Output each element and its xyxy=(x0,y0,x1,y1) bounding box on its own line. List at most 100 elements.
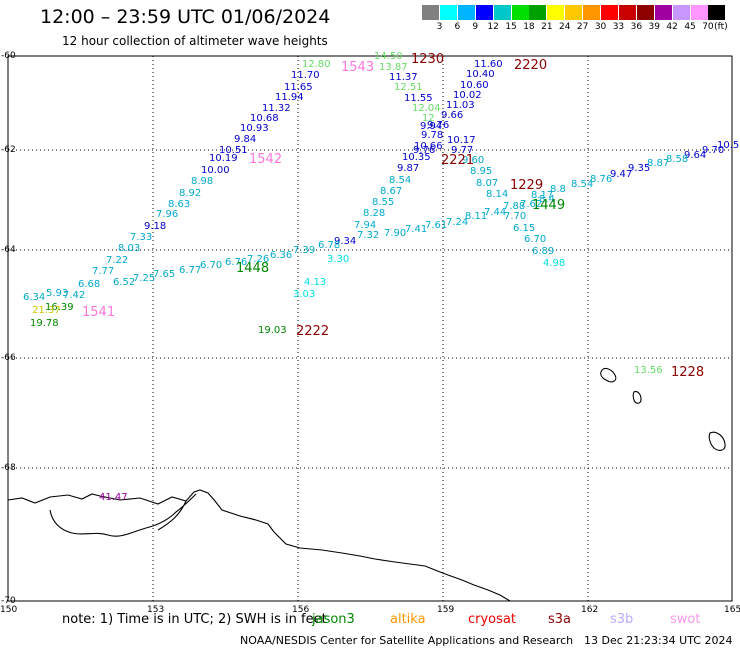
footer-note: note: 1) Time is in UTC; 2) SWH is in fe… xyxy=(62,612,327,627)
wave-height-value: 8.07 xyxy=(476,178,498,189)
credit-line: NOAA/NESDIS Center for Satellite Applica… xyxy=(240,634,574,647)
wave-height-value: 8.76 xyxy=(590,174,612,185)
wave-height-value: 11.65 xyxy=(284,82,313,93)
legend-swatch xyxy=(690,5,708,20)
wave-height-value: 19.03 xyxy=(258,325,287,336)
wave-height-value: 11.32 xyxy=(262,103,291,114)
map-title: 12:00 – 23:59 UTC 01/06/2024 xyxy=(40,6,331,28)
pass-time-label: 1542 xyxy=(249,152,282,167)
wave-height-value: 8.14 xyxy=(486,189,508,200)
wave-height-value: 7.24 xyxy=(446,217,468,228)
legend-label: 21 xyxy=(541,22,553,32)
legend-swatch xyxy=(547,5,565,20)
pass-time-label: 1229 xyxy=(510,178,543,193)
latitude-label: -68 xyxy=(1,463,16,473)
wave-height-value: 12.80 xyxy=(302,59,331,70)
legend-swatch xyxy=(583,5,601,20)
satellite-cryosat: cryosat xyxy=(468,612,516,627)
island-balleny-2 xyxy=(632,390,642,404)
legend-label: 70 xyxy=(702,22,714,32)
wave-height-value: 8.03 xyxy=(118,243,140,254)
pass-time-label: 1448 xyxy=(236,261,269,276)
legend-label: 6 xyxy=(454,22,461,32)
wave-height-value: 9.70 xyxy=(702,145,724,156)
latitude-label: -70 xyxy=(1,596,16,606)
wave-height-value: 6.36 xyxy=(270,250,292,261)
legend-swatch xyxy=(475,5,493,20)
wave-height-value: 7.77 xyxy=(92,266,114,277)
wave-height-value: 11.70 xyxy=(291,70,320,81)
wave-height-value: 10.93 xyxy=(240,123,269,134)
wave-height-value: 10.17 xyxy=(447,135,476,146)
wave-height-value: 9.60 xyxy=(462,155,484,166)
wave-height-value: 3.03 xyxy=(293,289,315,300)
latitude-label: -60 xyxy=(1,51,16,61)
longitude-label: 165 xyxy=(724,605,740,615)
legend-label: 36 xyxy=(630,22,643,32)
wave-height-value: 7.39 xyxy=(293,245,315,256)
legend-label: 27 xyxy=(576,22,589,32)
wave-height-value: 7.88 xyxy=(503,201,525,212)
pass-time-label: 1230 xyxy=(411,52,444,67)
timestamp: 13 Dec 21:23:34 UTC 2024 xyxy=(584,634,733,647)
wave-height-value: 7.26 xyxy=(247,254,269,265)
wave-height-value: 9.34 xyxy=(334,236,356,247)
legend-label: 39 xyxy=(648,22,660,32)
wave-height-value: 8.55 xyxy=(372,197,394,208)
wave-height-value: 7.41 xyxy=(405,224,427,235)
legend-label: 45 xyxy=(684,22,696,32)
wave-height-value: 21.37 xyxy=(32,305,61,316)
legend-swatch xyxy=(422,5,439,20)
wave-height-value: 9.76 xyxy=(427,120,449,131)
wave-readings: 10.59.709.648.588.879.359.478.768.548.88… xyxy=(23,51,739,503)
wave-height-value: 9.87 xyxy=(397,163,419,174)
legend-swatch xyxy=(654,5,672,20)
legend-swatch xyxy=(636,5,654,20)
legend-swatch xyxy=(493,5,511,20)
wave-height-value: 7.70 xyxy=(504,211,526,222)
wave-height-value: 6.34 xyxy=(23,292,45,303)
wave-height-value: 10.60 xyxy=(460,80,489,91)
legend-swatch xyxy=(565,5,583,20)
pass-time-label: 1543 xyxy=(341,60,374,75)
legend-label: 24 xyxy=(559,22,571,32)
wave-height-value: 7.90 xyxy=(384,228,406,239)
satellite-swot: swot xyxy=(670,612,701,627)
pass-time-label: 1541 xyxy=(82,305,115,320)
pass-time-label: 2222 xyxy=(296,324,329,339)
legend-label: 9 xyxy=(472,22,479,32)
legend-swatch xyxy=(511,5,529,20)
wave-height-value: 41.47 xyxy=(99,492,128,503)
wave-height-value: 9.18 xyxy=(144,221,166,232)
map-subtitle: 12 hour collection of altimeter wave hei… xyxy=(62,34,328,48)
wave-height-value: 7.42 xyxy=(63,290,85,301)
island-balleny-3 xyxy=(708,431,726,451)
wave-height-value: 11.60 xyxy=(474,59,503,70)
wave-height-value: 9.77 xyxy=(451,145,473,156)
lat-lon-grid xyxy=(8,56,732,601)
wave-height-value: 6.15 xyxy=(513,223,535,234)
wave-height-value: 11.03 xyxy=(446,100,475,111)
legend-swatch xyxy=(457,5,475,20)
latitude-label: -64 xyxy=(1,245,16,255)
legend-swatch xyxy=(672,5,690,20)
wave-height-value: 12 xyxy=(422,113,435,124)
wave-height-value: 7.32 xyxy=(357,230,379,241)
coastline-ice-shelf xyxy=(49,493,197,537)
wave-height-value: 10.00 xyxy=(201,165,230,176)
wave-height-value: 6.89 xyxy=(532,246,554,257)
wave-height-value: 9.78 xyxy=(421,130,443,141)
longitude-label: 162 xyxy=(581,605,599,615)
wave-height-value: 6.78 xyxy=(318,240,340,251)
wave-height-value: 8.63 xyxy=(168,199,190,210)
pass-times: 1230 2220 1543 1542 2221 1229 1449 1448 1541 2222… xyxy=(82,52,704,380)
wave-height-value: 9.76 xyxy=(413,145,435,156)
pass-time-label: 1228 xyxy=(671,365,704,380)
longitude-label: 153 xyxy=(147,605,165,615)
wave-height-value: 11.94 xyxy=(275,92,304,103)
legend-label: 15 xyxy=(505,22,517,32)
legend-label: 12 xyxy=(487,22,499,32)
wave-height-value: 4.13 xyxy=(304,277,326,288)
wave-height-value: 9.84 xyxy=(234,134,256,145)
wave-height-value: 7.96 xyxy=(156,209,178,220)
